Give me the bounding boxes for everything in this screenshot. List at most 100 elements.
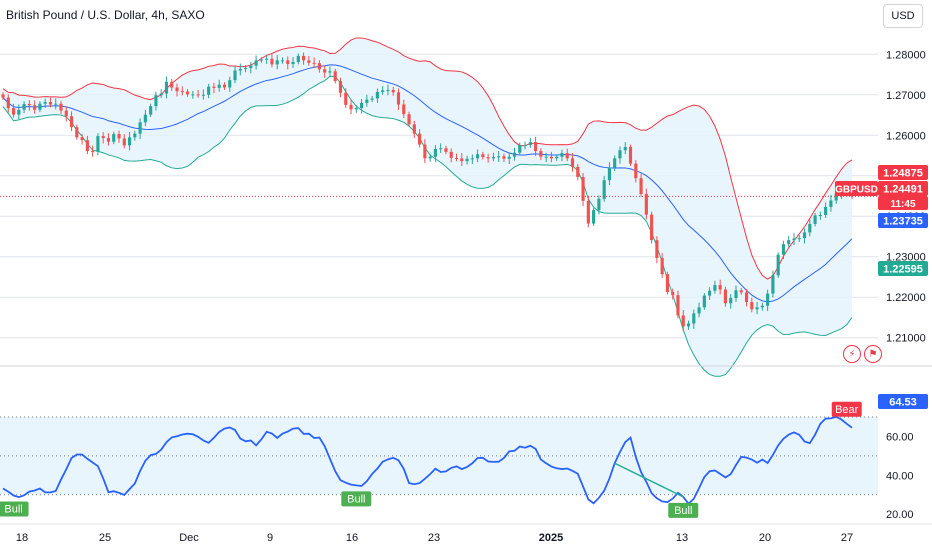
- candle: [201, 94, 205, 96]
- candle: [534, 142, 538, 152]
- x-tick-label: 9: [267, 532, 273, 544]
- basis-label-bg: [878, 213, 928, 228]
- candle: [80, 137, 84, 141]
- candle: [59, 103, 63, 111]
- candle: [497, 156, 501, 158]
- candle: [122, 138, 126, 146]
- candle: [797, 238, 801, 240]
- candle: [697, 307, 701, 314]
- candle: [233, 70, 237, 81]
- rsi-y-tick-label: 60.00: [886, 431, 914, 443]
- candle: [296, 55, 300, 62]
- candle: [781, 244, 786, 255]
- candle: [549, 156, 554, 159]
- candle: [613, 158, 617, 168]
- candle: [560, 153, 564, 157]
- candle: [27, 104, 31, 106]
- bull-label: Bull: [668, 502, 699, 518]
- candle: [365, 99, 369, 103]
- candle: [760, 305, 764, 308]
- x-tick-label: 25: [99, 532, 111, 544]
- candle: [407, 114, 411, 125]
- candle: [602, 180, 606, 199]
- candle: [275, 60, 279, 65]
- candle: [317, 63, 321, 70]
- candle: [787, 240, 791, 245]
- candle: [829, 200, 833, 207]
- candle: [106, 138, 111, 142]
- upper-band-label: 1.24875: [883, 168, 923, 180]
- divergence-label-bg: [341, 491, 372, 507]
- last-price-label: 1.24491: [883, 184, 923, 196]
- candle: [338, 81, 343, 93]
- candle: [729, 298, 733, 304]
- candle: [307, 60, 311, 63]
- candle: [91, 151, 95, 153]
- candle: [402, 104, 406, 115]
- candle: [312, 62, 316, 64]
- last-price-label-bg: [878, 181, 928, 196]
- candle: [185, 91, 190, 95]
- candle: [650, 214, 654, 241]
- candle: [280, 60, 285, 62]
- symbol-label: GBPUSD: [835, 185, 878, 196]
- rsi-value-label: 64.53: [889, 397, 917, 409]
- candle: [11, 108, 16, 115]
- candle: [544, 156, 548, 158]
- basis-label: 1.23735: [883, 216, 923, 228]
- candle: [286, 60, 290, 65]
- x-tick-label: 18: [16, 532, 28, 544]
- chart-title: British Pound / U.S. Dollar, 4h, SAXO: [6, 8, 205, 22]
- candle: [54, 103, 58, 105]
- candle: [502, 156, 506, 159]
- symbol-label-bg: [835, 181, 878, 196]
- candle: [734, 290, 738, 299]
- candle: [518, 144, 522, 153]
- candle: [243, 68, 248, 70]
- candle: [576, 166, 580, 177]
- flag-icon[interactable]: ⚑: [864, 345, 882, 363]
- candle: [639, 178, 643, 194]
- candle: [22, 104, 26, 110]
- candle: [555, 156, 559, 159]
- candle: [370, 98, 374, 100]
- candle: [381, 90, 385, 92]
- divergence-label-text: Bull: [674, 505, 692, 517]
- candle: [64, 110, 68, 117]
- y-tick-label: 1.21000: [886, 333, 926, 345]
- candle: [138, 122, 142, 134]
- candle: [323, 69, 327, 73]
- countdown-label-bg: [878, 196, 928, 210]
- candle: [449, 151, 453, 158]
- candle: [117, 134, 121, 139]
- candle: [686, 323, 691, 327]
- candle: [6, 97, 10, 109]
- candle: [228, 80, 232, 88]
- rsi-y-tick-label: 20.00: [886, 509, 914, 521]
- candle: [491, 157, 495, 159]
- candle: [412, 124, 416, 134]
- candle: [539, 151, 543, 157]
- candle: [486, 157, 490, 159]
- candle: [38, 103, 42, 110]
- candle: [217, 84, 221, 88]
- candle: [618, 150, 622, 159]
- currency-button[interactable]: USD: [883, 4, 923, 28]
- candle: [660, 257, 664, 275]
- bolt-icon[interactable]: ⚡: [843, 345, 861, 363]
- candle: [127, 137, 132, 146]
- candle: [676, 295, 680, 316]
- candle: [512, 152, 517, 157]
- x-tick-label: 20: [759, 532, 771, 544]
- rsi-line: [2, 415, 853, 505]
- candle: [254, 60, 258, 66]
- divergence-label-bg: [831, 401, 862, 417]
- candle: [665, 274, 670, 292]
- candle: [265, 58, 269, 60]
- candle: [460, 158, 464, 162]
- divergence-label-bg: [668, 502, 699, 518]
- candle: [418, 133, 422, 145]
- x-tick-label: 2025: [539, 532, 563, 544]
